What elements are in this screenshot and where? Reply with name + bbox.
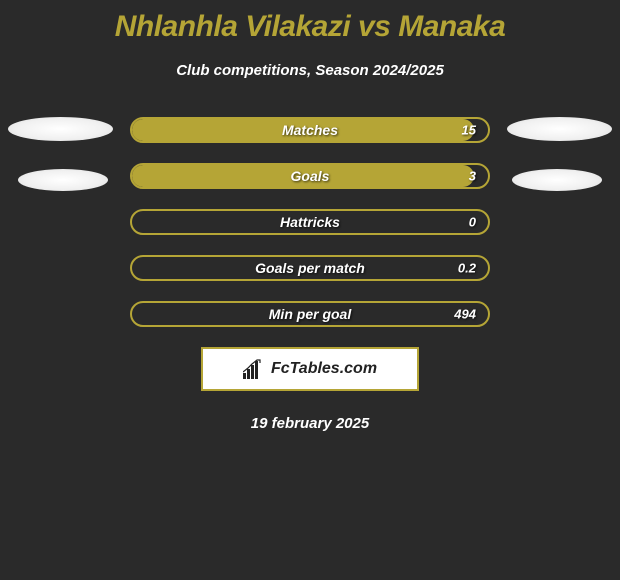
comparison-chart: Matches 15 Goals 3 Hattricks 0 Goals per match…	[0, 117, 620, 327]
stat-label: Matches	[282, 122, 338, 138]
date-label: 19 february 2025	[0, 415, 620, 432]
stat-label: Min per goal	[269, 306, 351, 322]
avatar-placeholder-left	[8, 117, 113, 141]
avatar-placeholder-right	[507, 117, 612, 141]
stat-value: 3	[469, 169, 476, 184]
stat-label: Goals per match	[255, 260, 365, 276]
stat-bar: Goals 3	[130, 163, 490, 189]
branding-box[interactable]: FcTables.com	[201, 347, 419, 391]
stat-value: 494	[454, 307, 476, 322]
bar-chart-icon	[243, 359, 267, 379]
stat-bar: Matches 15	[130, 117, 490, 143]
branding-text: FcTables.com	[271, 360, 377, 378]
stat-label: Goals	[291, 168, 330, 184]
bars-container: Matches 15 Goals 3 Hattricks 0 Goals per match…	[130, 117, 490, 327]
stat-value: 0	[469, 215, 476, 230]
stat-bar: Goals per match 0.2	[130, 255, 490, 281]
stat-bar: Min per goal 494	[130, 301, 490, 327]
stat-value: 0.2	[458, 261, 476, 276]
stat-bar: Hattricks 0	[130, 209, 490, 235]
stat-value: 15	[462, 123, 476, 138]
page-subtitle: Club competitions, Season 2024/2025	[0, 62, 620, 79]
page-title: Nhlanhla Vilakazi vs Manaka	[0, 0, 620, 44]
stat-label: Hattricks	[280, 214, 340, 230]
avatar-placeholder-right	[512, 169, 602, 191]
avatar-placeholder-left	[18, 169, 108, 191]
